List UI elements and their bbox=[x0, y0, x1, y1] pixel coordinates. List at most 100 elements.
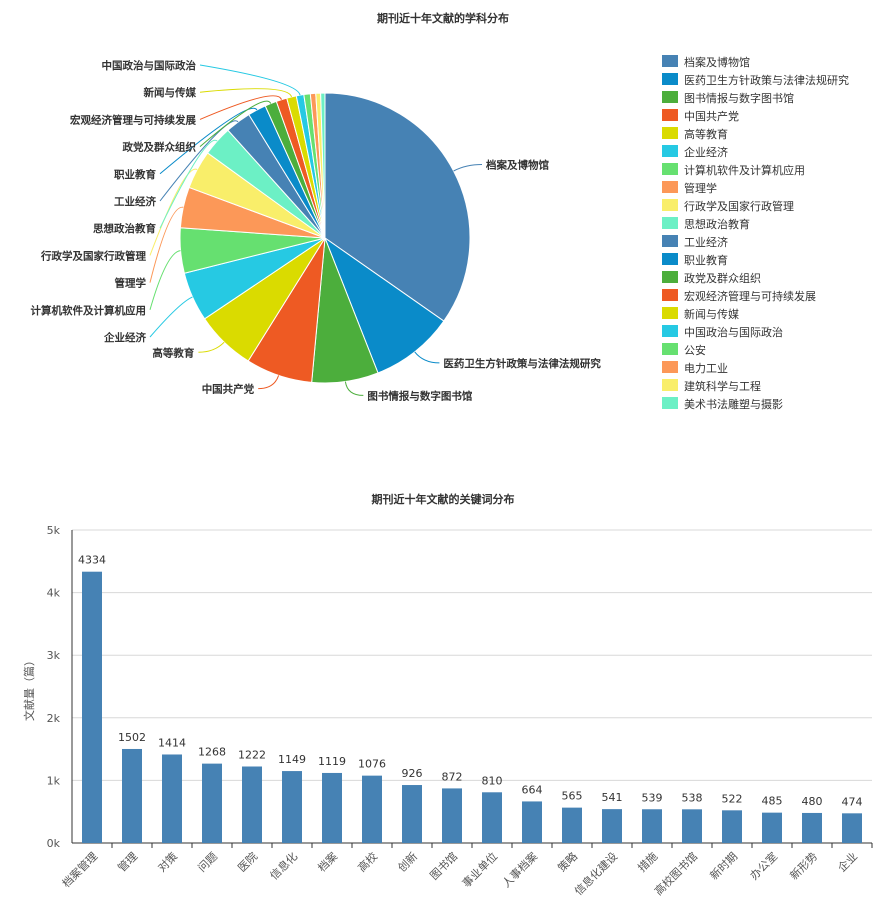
bar-chart: 4334 1502 1414 1268 1222 1149 1119 1076 926 872 81… bbox=[78, 554, 863, 843]
pie-label-line bbox=[199, 100, 272, 147]
legend-swatch bbox=[662, 307, 678, 319]
bar bbox=[202, 763, 222, 843]
bar-data-label: 1268 bbox=[198, 746, 226, 759]
legend-item[interactable]: 宏观经济管理与可持续发展 bbox=[684, 289, 816, 303]
y-tick-label: 0k bbox=[47, 837, 61, 850]
bar-data-label: 4334 bbox=[78, 554, 106, 567]
legend-item[interactable]: 职业教育 bbox=[684, 253, 728, 267]
x-tick-label: 办公室 bbox=[747, 849, 780, 882]
legend-item[interactable]: 高等教育 bbox=[684, 127, 728, 141]
legend-swatch bbox=[662, 73, 678, 85]
bar bbox=[642, 809, 662, 843]
legend-swatch bbox=[662, 397, 678, 409]
legend-item[interactable]: 新闻与传媒 bbox=[684, 307, 739, 321]
legend-item[interactable]: 中国政治与国际政治 bbox=[684, 325, 783, 339]
y-tick-label: 2k bbox=[47, 712, 61, 725]
legend-swatch bbox=[662, 343, 678, 355]
legend-swatch bbox=[662, 199, 678, 211]
legend-swatch bbox=[662, 361, 678, 373]
pie-label-line bbox=[149, 206, 184, 283]
legend-swatch bbox=[662, 271, 678, 283]
bar bbox=[162, 754, 182, 843]
legend-swatch bbox=[662, 253, 678, 265]
pie-label-line bbox=[149, 296, 193, 338]
legend-item[interactable]: 政党及群众组织 bbox=[684, 271, 761, 285]
bar-data-label: 1414 bbox=[158, 736, 186, 749]
pie-label-line bbox=[199, 95, 282, 120]
legend-swatch bbox=[662, 109, 678, 121]
bar bbox=[682, 809, 702, 843]
bar-data-label: 810 bbox=[482, 774, 503, 787]
x-tick-label: 新形势 bbox=[787, 849, 820, 882]
pie-label-line bbox=[453, 164, 483, 172]
pie-legend: 档案及博物馆医药卫生方针政策与法律法规研究图书情报与数字图书馆中国共产党高等教育… bbox=[662, 55, 849, 411]
legend-item[interactable]: 电力工业 bbox=[684, 362, 728, 375]
bar-data-label: 480 bbox=[802, 795, 823, 808]
bar-data-label: 664 bbox=[522, 783, 543, 796]
y-tick-label: 5k bbox=[47, 524, 61, 537]
x-tick-label: 新时期 bbox=[707, 849, 740, 882]
pie-chart bbox=[179, 92, 471, 384]
legend-item[interactable]: 美术书法雕塑与摄影 bbox=[684, 397, 783, 411]
bar-data-label: 539 bbox=[642, 791, 663, 804]
y-tick-label: 4k bbox=[47, 587, 61, 600]
bar bbox=[442, 788, 462, 843]
y-tick-label: 3k bbox=[47, 649, 61, 662]
legend-item[interactable]: 企业经济 bbox=[684, 145, 728, 159]
pie-label-line bbox=[149, 168, 198, 256]
bar bbox=[282, 771, 302, 843]
legend-swatch bbox=[662, 163, 678, 175]
pie-slice-label: 企业经济 bbox=[103, 331, 146, 344]
bar bbox=[82, 571, 102, 843]
legend-swatch bbox=[662, 181, 678, 193]
pie-label-line bbox=[199, 88, 292, 98]
x-tick-label: 档案 bbox=[315, 849, 340, 874]
legend-item[interactable]: 管理学 bbox=[684, 181, 717, 195]
legend-item[interactable]: 档案及博物馆 bbox=[684, 55, 750, 69]
bar bbox=[362, 775, 382, 843]
pie-slice-label: 中国共产党 bbox=[202, 383, 255, 396]
x-tick-label: 措施 bbox=[635, 849, 660, 874]
pie-slice-label: 中国政治与国际政治 bbox=[102, 59, 197, 72]
x-tick-label: 对策 bbox=[155, 849, 180, 874]
bar-data-label: 1076 bbox=[358, 758, 386, 771]
legend-item[interactable]: 行政学及国家行政管理 bbox=[684, 199, 794, 213]
legend-swatch bbox=[662, 379, 678, 391]
legend-item[interactable]: 建筑科学与工程 bbox=[684, 379, 761, 393]
x-tick-label: 事业单位 bbox=[459, 849, 500, 890]
pie-slice-label: 工业经济 bbox=[114, 195, 156, 208]
pie-slice-label: 宏观经济管理与可持续发展 bbox=[70, 113, 196, 126]
legend-item[interactable]: 中国共产党 bbox=[684, 109, 739, 123]
bar bbox=[242, 766, 262, 843]
pie-slice-label: 新闻与传媒 bbox=[144, 86, 197, 99]
legend-item[interactable]: 图书情报与数字图书馆 bbox=[684, 91, 794, 105]
x-tick-label: 信息化建设 bbox=[571, 849, 620, 898]
legend-item[interactable]: 工业经济 bbox=[684, 235, 728, 249]
bar bbox=[402, 785, 422, 843]
pie-label-line bbox=[414, 351, 440, 364]
legend-swatch bbox=[662, 55, 678, 67]
legend-swatch bbox=[662, 325, 678, 337]
bar-data-label: 565 bbox=[562, 790, 583, 803]
legend-item[interactable]: 计算机软件及计算机应用 bbox=[684, 163, 805, 177]
pie-slice-label: 计算机软件及计算机应用 bbox=[31, 304, 147, 317]
pie-slice-label: 行政学及国家行政管理 bbox=[40, 249, 146, 262]
pie-label-line bbox=[159, 120, 239, 202]
x-tick-label: 信息化 bbox=[267, 849, 300, 882]
pie-slice-label: 管理学 bbox=[115, 277, 147, 290]
x-tick-label: 创新 bbox=[395, 849, 420, 874]
bar bbox=[762, 812, 782, 843]
legend-item[interactable]: 公安 bbox=[684, 343, 706, 357]
pie-slice-label: 思想政治教育 bbox=[93, 222, 156, 235]
legend-item[interactable]: 医药卫生方针政策与法律法规研究 bbox=[684, 73, 849, 87]
pie-label-line bbox=[149, 250, 181, 310]
legend-item[interactable]: 思想政治教育 bbox=[684, 217, 750, 231]
pie-label-line bbox=[198, 341, 225, 353]
bar-data-label: 485 bbox=[762, 795, 783, 808]
pie-slice-label: 政党及群众组织 bbox=[123, 141, 197, 154]
x-tick-label: 高校 bbox=[355, 849, 380, 874]
bar bbox=[562, 807, 582, 843]
legend-swatch bbox=[662, 289, 678, 301]
legend-swatch bbox=[662, 145, 678, 157]
